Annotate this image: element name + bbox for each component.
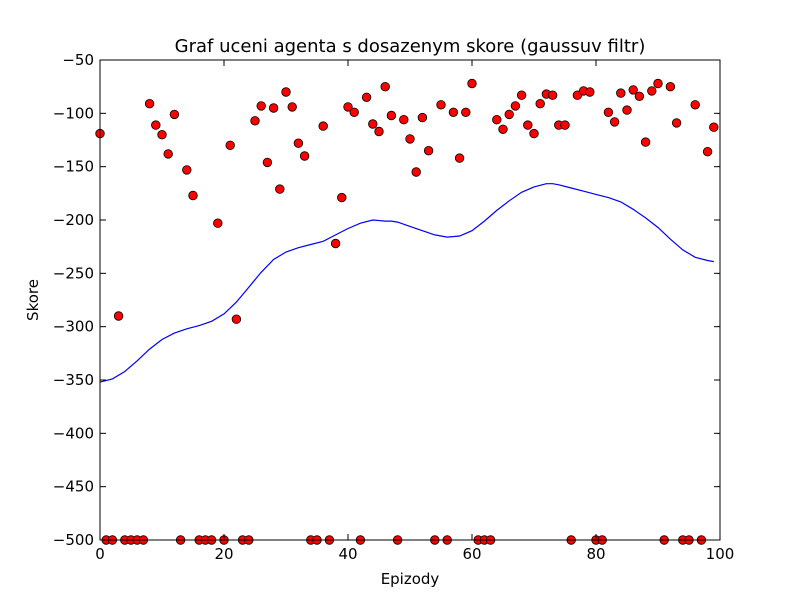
score-point [709,122,719,132]
score-point [461,107,471,118]
score-point [368,119,378,129]
y-tick-label: −150 [53,158,94,176]
score-point [510,101,521,111]
score-point [256,101,266,111]
y-tick-label: −450 [53,478,94,496]
y-tick-label: −200 [53,211,94,229]
y-axis-label: Skore [24,279,42,321]
score-point [423,145,434,156]
score-point [622,105,632,115]
score-point [361,92,372,103]
score-point [380,81,390,92]
score-point [405,134,415,144]
score-point [467,78,477,89]
score-point [671,118,682,128]
score-point [250,116,260,126]
score-point [287,102,297,112]
score-point [225,140,235,151]
y-tick-label: −50 [62,51,94,69]
y-tick-label: −350 [53,371,94,389]
y-tick-label: −300 [53,318,94,336]
score-point [454,153,465,163]
score-point [281,87,291,97]
score-point [547,90,558,100]
score-point [560,120,570,130]
score-point [504,109,514,120]
plot-frame [99,59,721,541]
score-point [151,120,161,130]
score-point [231,314,242,324]
score-point [268,103,279,113]
score-point [262,157,273,168]
x-tick-label: 40 [338,545,357,563]
score-point [690,100,700,110]
score-point [448,107,459,118]
score-point [337,192,347,203]
score-point [299,151,310,161]
score-point [374,126,384,137]
score-point [523,120,533,130]
chart-title: Graf uceni agenta s dosazenym skore (gau… [175,36,646,57]
score-point [275,184,285,194]
score-point [417,112,428,123]
x-tick-label: 100 [706,545,735,563]
score-point [213,218,223,228]
score-point [318,121,328,131]
score-point [163,149,173,159]
score-point [516,90,527,100]
y-tick-label: −100 [53,104,94,122]
score-point [616,88,626,98]
filtered-score-line [99,183,714,383]
score-point [293,138,304,148]
score-point [349,107,359,118]
score-point [535,98,545,109]
y-tick-label: −500 [53,531,94,549]
score-point [411,167,421,177]
y-tick-label: −400 [53,424,94,442]
score-point [188,190,198,201]
score-point [330,238,341,249]
score-point [665,81,676,92]
score-point [436,100,446,110]
score-point [498,124,508,135]
score-point [169,109,180,120]
score-point [585,87,595,97]
score-point [702,146,713,157]
score-point [653,78,663,89]
plot-area: 0 20 40 60 80 100 −500 −450 −400 −350 −300 −250 −200… [53,51,735,563]
score-point [529,128,539,139]
score-point [343,102,353,112]
y-tick-label: −250 [53,264,94,282]
score-point [609,117,620,127]
score-point [182,165,192,175]
score-point [492,114,502,125]
score-point [386,110,397,121]
score-point [144,98,155,109]
score-point [399,114,409,125]
x-tick-label: 80 [586,545,605,563]
score-point [603,107,614,118]
x-tick-label: 60 [462,545,481,563]
score-point [113,311,124,321]
x-tick-label: 20 [214,545,233,563]
score-point [647,86,657,96]
x-tick-label: 0 [95,545,105,563]
score-point [634,91,645,102]
score-point [640,137,651,147]
score-point [157,129,167,140]
score-point [628,85,638,95]
x-axis-label: Epizody [381,570,440,588]
